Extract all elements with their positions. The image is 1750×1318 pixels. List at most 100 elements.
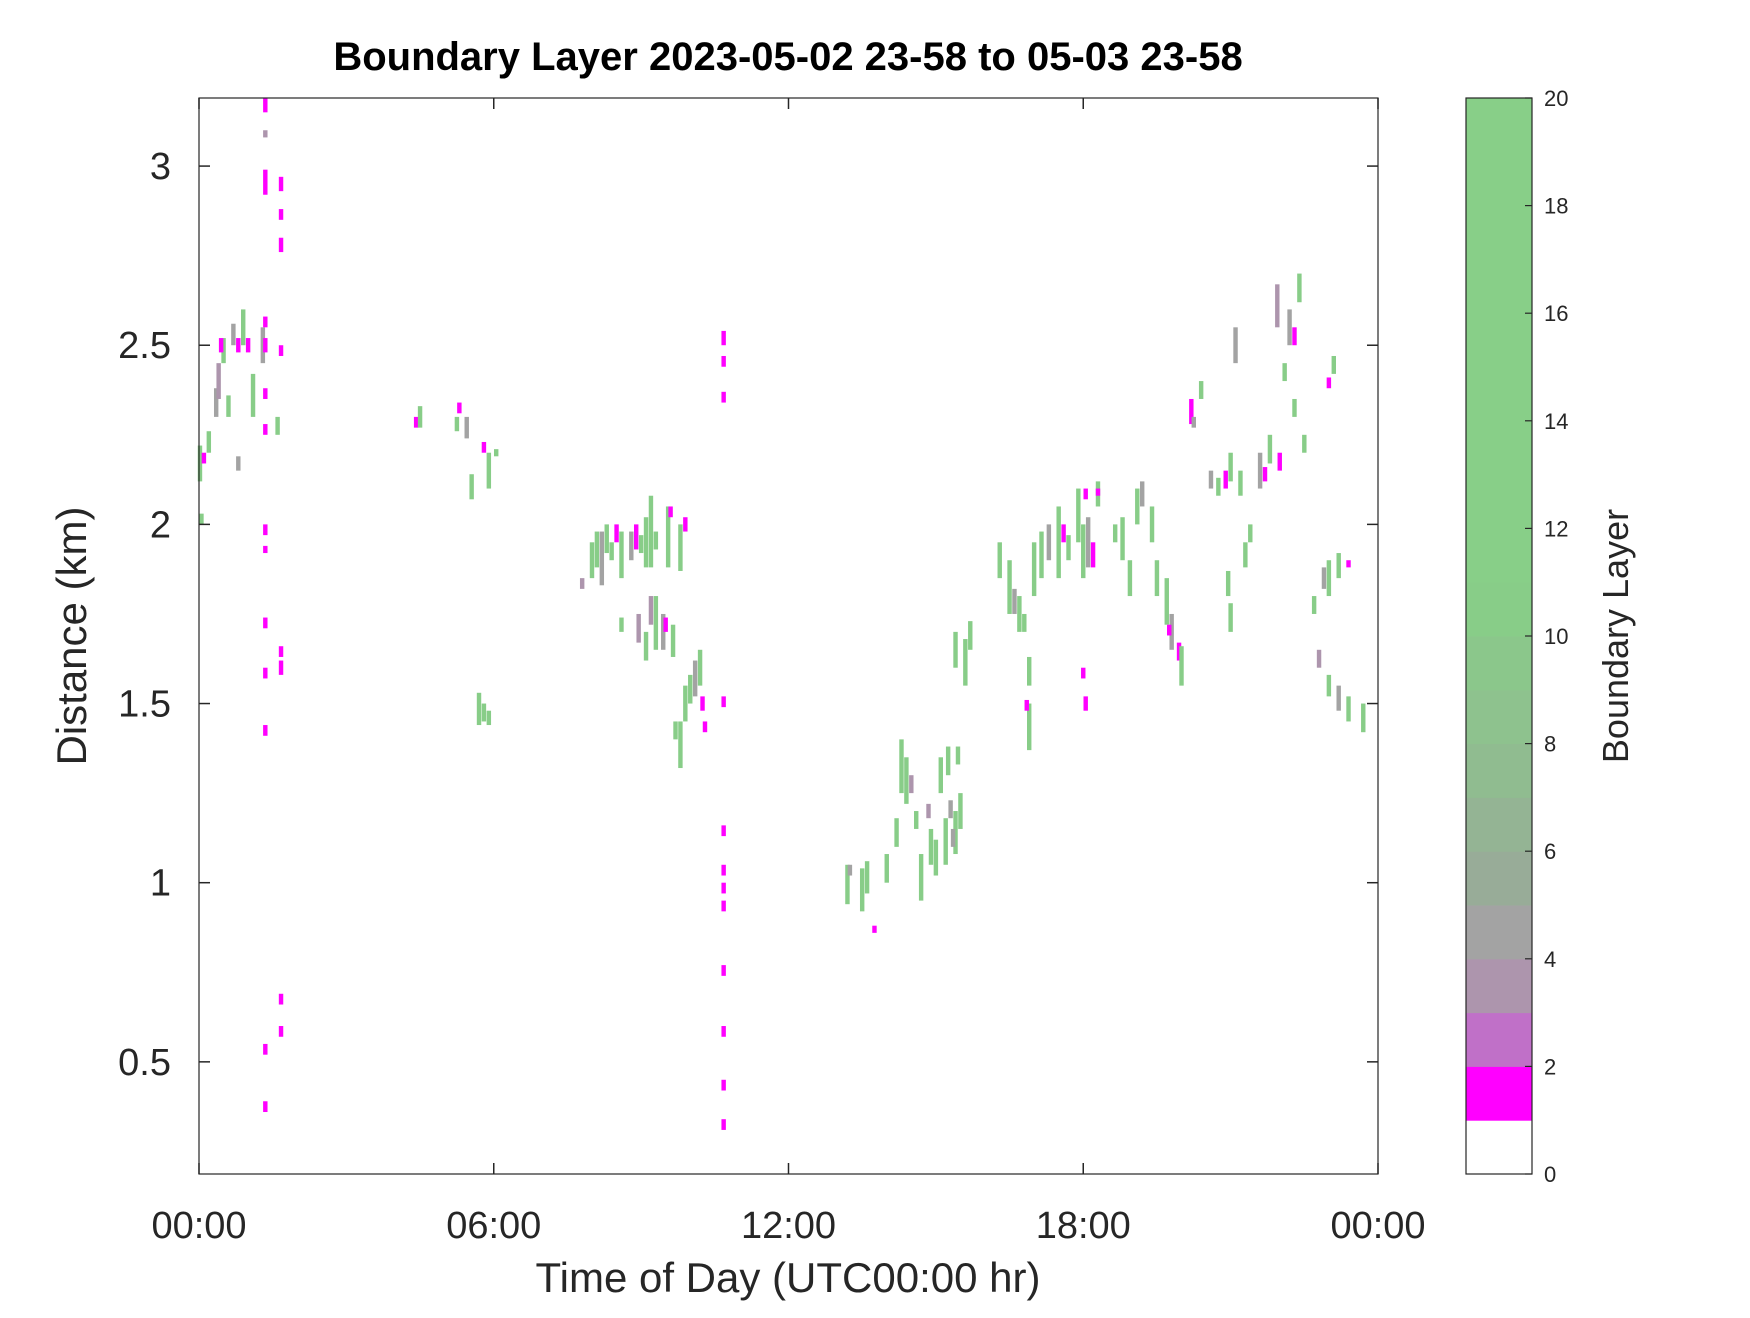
cell	[899, 739, 904, 794]
cell	[594, 531, 600, 568]
colorbar-band	[1466, 474, 1532, 529]
cell	[721, 900, 726, 912]
cell	[1149, 506, 1155, 543]
cell	[688, 674, 693, 704]
colorbar-tick-label: 4	[1544, 947, 1556, 972]
cell	[721, 882, 726, 894]
cell	[636, 613, 641, 643]
cell	[278, 176, 284, 192]
cell	[864, 861, 870, 894]
cell	[263, 316, 268, 328]
colorbar-tick-label: 14	[1544, 409, 1568, 434]
cell	[278, 1026, 284, 1037]
cell	[263, 1101, 268, 1113]
cell	[1024, 699, 1029, 711]
cell	[199, 513, 204, 525]
cell	[926, 803, 931, 819]
cell	[697, 649, 703, 686]
cell	[872, 925, 877, 933]
colorbar-band	[1466, 743, 1532, 798]
cell	[721, 965, 726, 976]
cell	[1085, 517, 1091, 568]
x-tick-label: 00:00	[151, 1205, 246, 1247]
colorbar-band	[1466, 582, 1532, 637]
cell	[1090, 542, 1096, 568]
cell	[1039, 531, 1044, 579]
cell	[721, 330, 726, 346]
y-axis-label: Distance (km)	[48, 506, 95, 765]
cell	[721, 391, 726, 403]
cell	[955, 746, 961, 765]
cell	[619, 531, 624, 579]
cell	[231, 323, 236, 346]
colorbar-tick-label: 6	[1544, 839, 1556, 864]
cell	[486, 452, 492, 489]
cell	[263, 169, 268, 195]
cell	[721, 355, 726, 367]
cell	[1007, 560, 1012, 614]
cell	[263, 725, 268, 736]
colorbar-band	[1466, 1120, 1532, 1175]
cell	[241, 309, 246, 346]
cell	[997, 542, 1002, 579]
cell	[218, 338, 224, 353]
cell	[1277, 452, 1282, 471]
colorbar-label: Boundary Layer	[1595, 509, 1636, 763]
cell	[1027, 656, 1032, 686]
cell	[1076, 488, 1081, 543]
cell	[1066, 535, 1071, 561]
cell	[493, 449, 499, 457]
colorbar-band	[1466, 367, 1532, 422]
cell	[1112, 524, 1118, 543]
cell	[1223, 470, 1228, 489]
colorbar-band	[1466, 259, 1532, 314]
colorbar-tick-label: 0	[1544, 1162, 1556, 1187]
cell	[1326, 560, 1332, 597]
cell	[245, 338, 251, 353]
cell	[948, 800, 953, 819]
cell	[263, 424, 268, 435]
x-tick-label: 18:00	[1036, 1205, 1131, 1247]
cell	[1120, 517, 1125, 561]
cell	[953, 811, 958, 855]
cell	[643, 517, 649, 568]
cell	[928, 828, 934, 865]
cell	[1095, 488, 1101, 496]
cell	[250, 373, 256, 417]
cell	[454, 416, 460, 432]
cell	[278, 660, 284, 675]
cell	[614, 524, 619, 543]
cell	[1346, 696, 1351, 722]
cell	[1083, 488, 1088, 500]
cell	[1321, 567, 1327, 589]
x-tick-label: 12:00	[741, 1205, 836, 1247]
cell	[476, 692, 482, 726]
colorbar-band	[1466, 205, 1532, 260]
cell	[945, 746, 951, 776]
cell	[663, 617, 668, 632]
cell	[1233, 327, 1238, 364]
colorbar-band	[1466, 905, 1532, 960]
cell	[464, 416, 469, 439]
cell	[1257, 452, 1263, 489]
cell	[950, 828, 956, 847]
cell	[1169, 613, 1174, 650]
cell	[643, 631, 649, 661]
y-tick-label: 2.5	[118, 325, 171, 367]
cell	[221, 338, 226, 364]
cell	[1297, 273, 1302, 303]
cell	[653, 531, 659, 550]
cell	[263, 98, 268, 113]
colorbar-band	[1466, 1066, 1532, 1121]
cell	[933, 839, 939, 876]
cell	[263, 524, 268, 536]
cell	[670, 624, 676, 657]
colorbar-band	[1466, 958, 1532, 1014]
cell	[1292, 398, 1297, 417]
cell	[1208, 470, 1214, 489]
cell	[683, 685, 688, 722]
x-tick-label: 00:00	[1330, 1205, 1425, 1247]
cell	[847, 864, 853, 876]
cell	[275, 416, 280, 435]
cell	[1275, 284, 1280, 328]
